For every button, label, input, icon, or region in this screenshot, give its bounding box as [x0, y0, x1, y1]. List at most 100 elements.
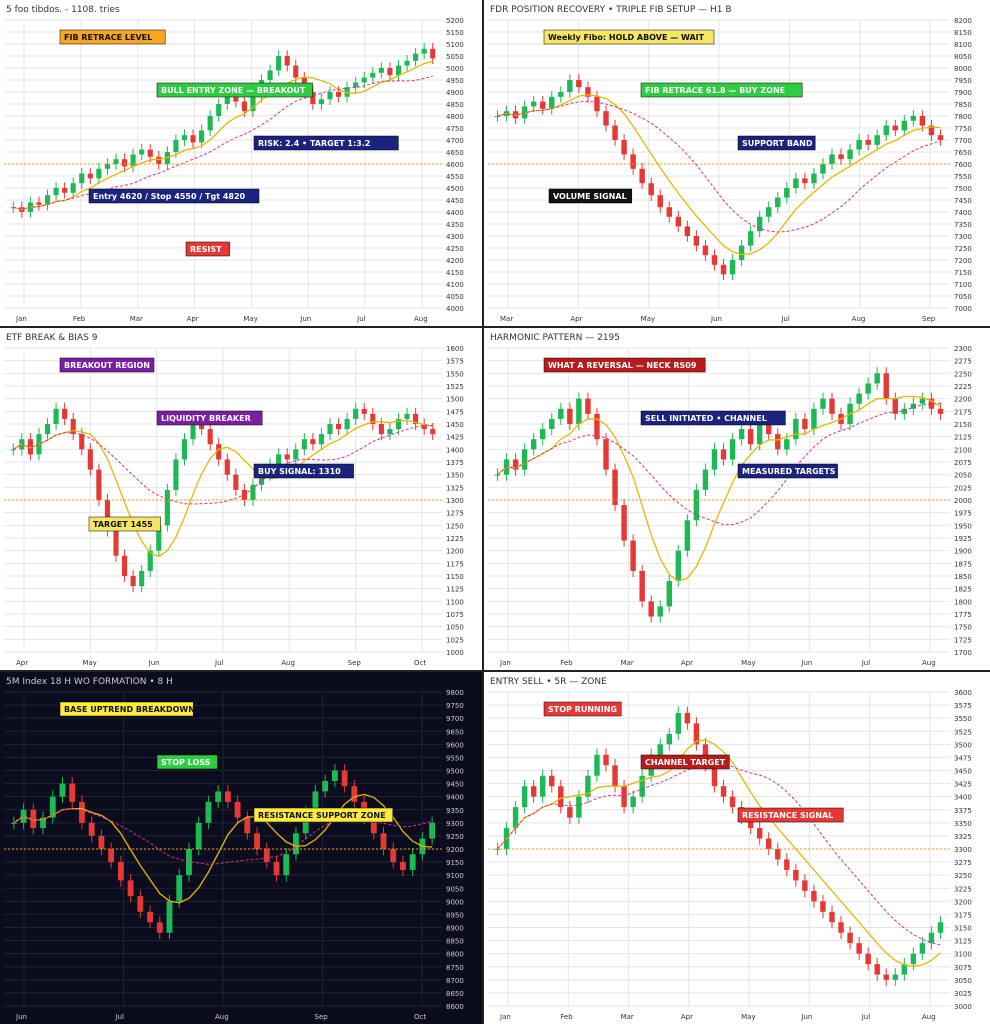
y-tick-label: 8800 — [446, 951, 464, 959]
candle-body — [603, 439, 609, 470]
candle-body — [675, 550, 682, 582]
y-tick-label: 8000 — [954, 65, 972, 73]
candle-body — [530, 439, 537, 450]
y-tick-label: 3100 — [954, 951, 972, 959]
candle-body — [558, 92, 564, 97]
candle-body — [293, 65, 299, 78]
candle-body — [370, 817, 377, 834]
candle-body — [621, 140, 627, 155]
candle-body — [335, 424, 342, 430]
candle-body — [648, 601, 654, 617]
moving-average-line — [497, 94, 941, 256]
chart-title: FDR POSITION RECOVERY • TRIPLE FIB SETUP… — [490, 5, 732, 15]
chart-background — [0, 328, 482, 670]
candle-body — [164, 489, 170, 526]
candle-body — [413, 53, 419, 61]
y-tick-label: 8750 — [446, 964, 464, 972]
candle-body — [121, 555, 128, 576]
y-tick-label: 1850 — [954, 573, 972, 581]
y-tick-label: 3475 — [954, 754, 972, 762]
chart-svg-2: 8200 8150 8100 8050 8000 7950 7900 7850 7800 7750… — [484, 0, 990, 326]
y-tick-label: 4650 — [446, 149, 464, 157]
candle-body — [36, 202, 42, 205]
chart-background — [484, 672, 990, 1024]
y-tick-label: 4250 — [446, 245, 464, 253]
candle-body — [612, 469, 618, 506]
y-tick-label: 4400 — [446, 209, 464, 217]
candle-body — [811, 173, 817, 184]
y-tick-label: 2275 — [954, 358, 972, 366]
candle-body — [693, 489, 700, 521]
candle-body — [370, 72, 376, 78]
y-tick-label: 5050 — [446, 53, 464, 61]
y-tick-label: 4300 — [446, 233, 464, 241]
x-tick-label: May — [82, 659, 96, 667]
candle-body — [720, 449, 727, 460]
y-tick-label: 1125 — [446, 586, 464, 594]
annotation-label: WHAT A REVERSAL — NECK RS09 — [548, 361, 697, 370]
candle-body — [865, 383, 871, 394]
candle-body — [108, 849, 115, 863]
y-tick-label: 1575 — [446, 358, 464, 366]
candle-body — [874, 135, 880, 145]
candle-body — [784, 188, 790, 198]
annotation-box — [543, 701, 622, 717]
candle-body — [838, 154, 844, 160]
candle-body — [521, 449, 528, 470]
candle-body — [865, 953, 871, 965]
x-tick-label: Aug — [922, 659, 936, 667]
y-tick-label: 9500 — [446, 768, 464, 776]
candle-body — [594, 413, 600, 440]
candle-body — [62, 408, 68, 419]
candle-body — [44, 424, 51, 435]
candle-body — [27, 439, 33, 455]
moving-average-line — [12, 419, 433, 558]
x-tick-label: Jul — [214, 659, 224, 667]
y-tick-label: 7650 — [954, 149, 972, 157]
x-tick-label: Mar — [621, 659, 634, 667]
y-tick-label: 9100 — [446, 872, 464, 880]
annotation-label: FIB RETRACE 61.8 — BUY ZONE — [645, 86, 785, 95]
candle-body — [53, 408, 59, 424]
candle-body — [284, 56, 290, 66]
annotation-label: LIQUIDITY BREAKER — [161, 414, 251, 423]
candle-body — [215, 791, 222, 802]
chart-panel-4: 2300 2275 2250 2225 2200 2175 2150 2125 2100 2075… — [484, 328, 990, 670]
y-tick-label: 5000 — [446, 65, 464, 73]
candle-body — [378, 68, 384, 73]
candle-body — [331, 770, 338, 781]
candle-body — [530, 786, 537, 797]
candle-body — [395, 65, 402, 76]
x-tick-label: May — [741, 1013, 755, 1021]
candle-body — [910, 953, 917, 965]
y-tick-label: 3075 — [954, 964, 972, 972]
x-tick-label: May — [641, 315, 655, 323]
candle-body — [729, 796, 736, 808]
candle-body — [216, 104, 222, 116]
x-tick-label: Sep — [315, 1013, 329, 1021]
chart-panel-2: 8200 8150 8100 8050 8000 7950 7900 7850 7800 7750… — [484, 0, 990, 326]
candle-body — [293, 833, 299, 855]
candle-body — [312, 791, 319, 813]
y-tick-label: 3350 — [954, 820, 972, 828]
candle-body — [147, 911, 153, 923]
candle-body — [361, 77, 367, 83]
moving-average-line-slow — [497, 402, 941, 526]
candle-body — [233, 474, 239, 490]
y-tick-label: 8850 — [446, 938, 464, 946]
x-tick-label: Feb — [560, 1013, 573, 1021]
y-tick-label: 3275 — [954, 859, 972, 867]
y-tick-label: 1375 — [446, 459, 464, 467]
y-tick-label: 1800 — [954, 598, 972, 606]
x-tick-label: Jun — [800, 1013, 812, 1021]
candle-body — [657, 606, 663, 617]
candle-body — [195, 822, 202, 849]
candle-body — [856, 943, 862, 954]
y-tick-label: 4100 — [446, 281, 464, 289]
y-tick-label: 8950 — [446, 911, 464, 919]
x-tick-label: Apr — [681, 1013, 693, 1021]
candle-body — [70, 183, 76, 193]
candle-body — [549, 96, 555, 109]
candle-body — [910, 116, 917, 121]
y-tick-label: 1025 — [446, 636, 464, 644]
